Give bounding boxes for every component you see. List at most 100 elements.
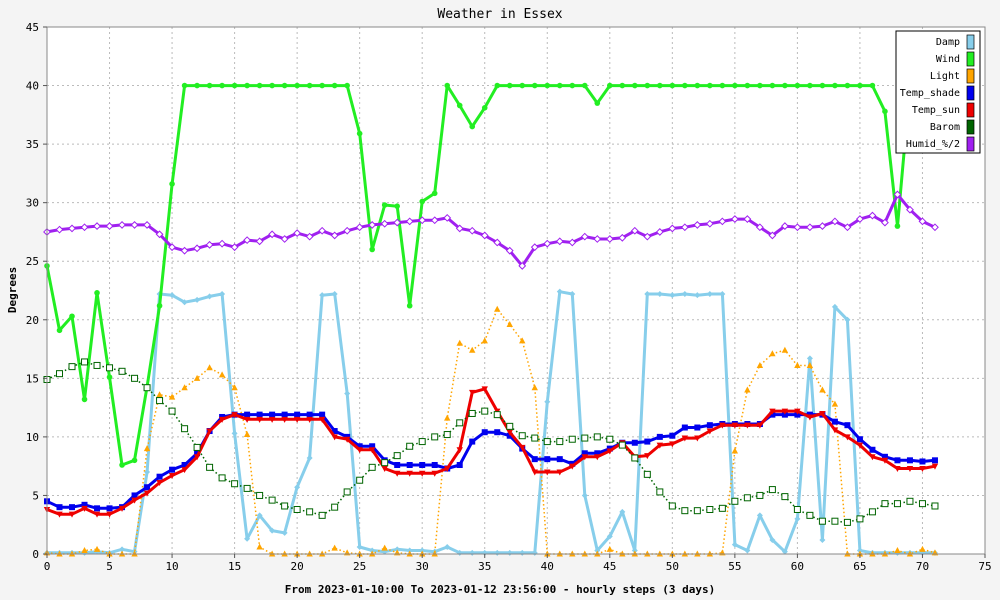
light-point xyxy=(606,545,613,552)
humid-2-point xyxy=(68,224,76,233)
light-point xyxy=(193,374,201,381)
humid-2-point xyxy=(755,223,764,232)
humid-2-point xyxy=(680,223,689,232)
barom-point xyxy=(56,370,64,378)
humid-2-point xyxy=(93,222,101,230)
barom-point xyxy=(706,505,714,513)
damp-point xyxy=(369,547,376,554)
chart-title: Weather in Essex xyxy=(437,7,562,22)
wind-point xyxy=(194,82,200,89)
temp-shade-point xyxy=(81,501,88,508)
temp-sun-point xyxy=(831,427,839,434)
temp-shade-point xyxy=(169,466,176,473)
x-axis-label: From 2023-01-10:00 To 2023-01-12 23:56:0… xyxy=(285,583,715,596)
wind-point xyxy=(444,82,451,89)
light-point xyxy=(731,447,739,454)
damp-point xyxy=(281,529,288,536)
humid-2-point xyxy=(405,217,414,226)
temp-sun-point xyxy=(731,422,739,429)
barom-point xyxy=(193,443,201,451)
wind-point xyxy=(531,82,538,89)
temp-shade-point xyxy=(581,450,588,457)
barom-point xyxy=(668,502,676,510)
light-point xyxy=(894,546,901,553)
axes: 0 5 10 15 20 25 30 35 40 45 0 5 10 15 20 25 30 35 40 45 50 55… xyxy=(26,21,992,573)
damp-point xyxy=(694,292,701,299)
humid-2-point xyxy=(143,221,151,229)
x-tick-label: 70 xyxy=(916,560,929,573)
wind-point xyxy=(181,82,188,89)
damp-point xyxy=(594,547,601,554)
x-tick-label: 65 xyxy=(853,560,866,573)
humid-2-point xyxy=(705,219,714,228)
barom-point xyxy=(118,367,126,375)
damp-point xyxy=(619,508,626,515)
damp-point xyxy=(556,288,563,295)
humid-2-point xyxy=(218,239,227,248)
temp-sun-point xyxy=(181,467,188,474)
humid-2-point xyxy=(718,217,727,226)
temp-sun-point xyxy=(281,416,288,423)
wind-point xyxy=(782,82,788,89)
humid-2-point xyxy=(668,224,677,233)
damp-point xyxy=(681,291,688,298)
x-tick-label: 40 xyxy=(541,560,554,573)
temp-sun-point xyxy=(806,414,814,421)
temp-shade-point xyxy=(181,461,188,468)
humid-2-point xyxy=(355,223,364,232)
legend-swatch-light xyxy=(966,68,975,84)
x-tick-label: 5 xyxy=(106,560,113,573)
humid-2-point xyxy=(630,226,639,235)
wind-point xyxy=(832,82,838,89)
temp-sun-point xyxy=(381,466,388,473)
damp-point xyxy=(794,515,801,522)
y-tick-label: 15 xyxy=(26,372,39,385)
temp-sun-point xyxy=(218,416,226,423)
barom-point xyxy=(143,384,151,392)
humid-2-point xyxy=(380,219,389,228)
temp-sun-point xyxy=(519,444,526,451)
wind-point xyxy=(131,457,138,464)
temp-sun-point xyxy=(444,466,451,473)
temp-sun-point xyxy=(393,470,401,477)
light-point xyxy=(206,364,213,371)
y-tick-label: 5 xyxy=(32,489,39,502)
humid-2-point xyxy=(593,235,602,243)
humid-2-point xyxy=(155,230,164,239)
temp-sun-point xyxy=(81,505,88,512)
temp-sun-point xyxy=(406,470,413,477)
wind-point xyxy=(857,82,863,89)
humid-2-point xyxy=(818,222,827,230)
humid-2-point xyxy=(430,216,439,225)
temp-shade-point xyxy=(281,411,288,418)
humid-2-point xyxy=(280,235,289,243)
damp-point xyxy=(319,292,326,299)
temp-sun-point xyxy=(856,442,864,449)
damp-point xyxy=(744,547,751,554)
humid-2-point xyxy=(468,226,477,235)
barom-point xyxy=(556,438,564,446)
humid-2-point xyxy=(418,216,427,225)
humid-2-point xyxy=(193,244,201,253)
humid-2-point xyxy=(831,217,839,226)
wind-point xyxy=(669,82,676,89)
temp-sun-point xyxy=(569,463,576,470)
damp-point xyxy=(569,291,576,298)
temp-sun-point xyxy=(794,408,801,415)
temp-sun-point xyxy=(156,480,163,487)
damp-point xyxy=(394,546,401,553)
series-humid-2 xyxy=(43,190,939,270)
x-tick-label: 50 xyxy=(666,560,679,573)
temp-sun-point xyxy=(343,436,351,443)
humid-2-point xyxy=(568,238,577,247)
barom-point xyxy=(168,407,176,415)
x-tick-label: 20 xyxy=(291,560,304,573)
humid-2-point xyxy=(618,233,627,242)
humid-2-point xyxy=(893,190,902,199)
temp-sun-point xyxy=(68,511,76,518)
barom-point xyxy=(468,409,476,417)
damp-point xyxy=(831,303,838,310)
humid-2-point xyxy=(931,223,939,232)
damp-point xyxy=(856,547,863,554)
temp-sun-point xyxy=(368,447,376,454)
